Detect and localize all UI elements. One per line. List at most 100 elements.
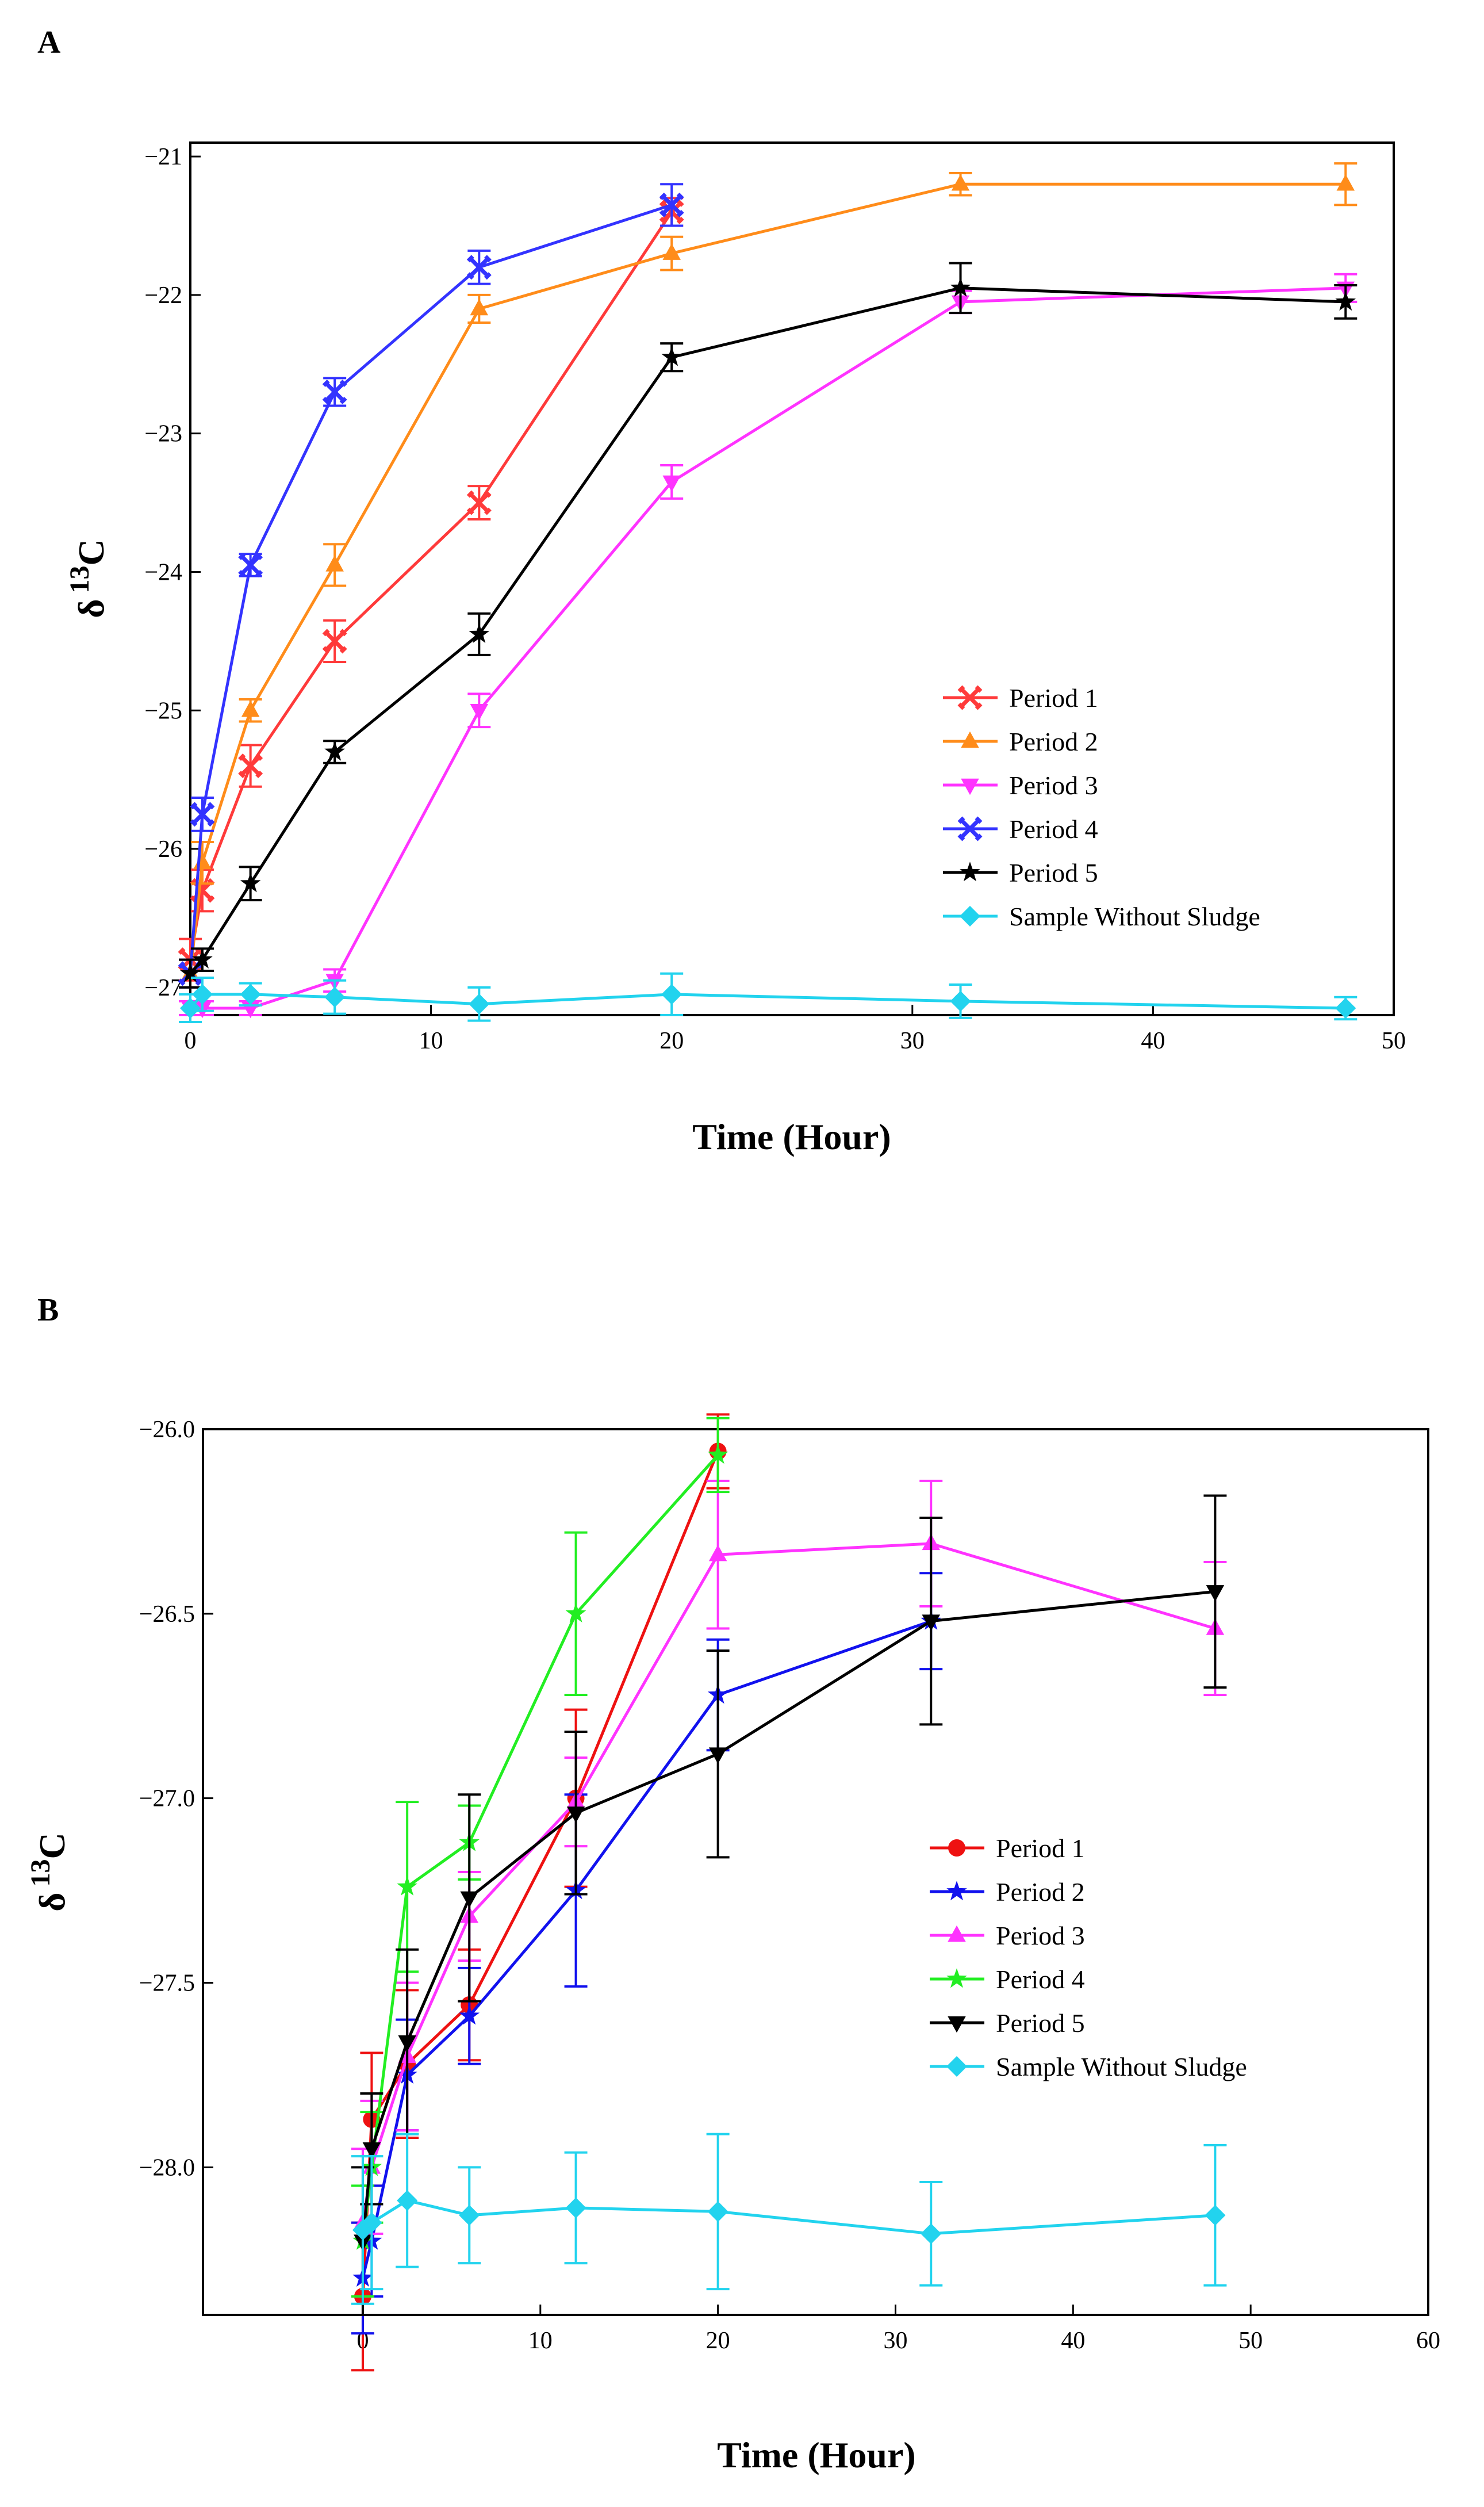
panel-a-y-axis-title: δ 13C xyxy=(64,539,112,618)
legend-label: Period 1 xyxy=(996,1834,1085,1863)
legend-item-sample-without-sludge: Sample Without Sludge xyxy=(943,902,1260,931)
data-point xyxy=(397,1876,417,1896)
panel-a-y-delta: δ xyxy=(71,599,112,618)
x-tick-label: 20 xyxy=(706,2328,730,2354)
data-point xyxy=(459,2005,480,2025)
legend-item-period-2: Period 2 xyxy=(930,1877,1085,1907)
series-period-5 xyxy=(351,1494,1227,2316)
panel-b-legend: Period 1 Period 2 Period 3 Period 4 Period 5… xyxy=(930,1834,1247,2081)
series-line-period-5 xyxy=(361,1590,1215,2241)
y-tick-label: −24 xyxy=(144,559,182,585)
data-point xyxy=(322,379,347,404)
data-point xyxy=(180,997,201,1019)
data-point xyxy=(707,2201,728,2222)
data-point xyxy=(190,878,215,903)
legend-item-period-4: Period 4 xyxy=(930,1965,1085,1994)
legend-marker xyxy=(961,778,979,795)
legend-label: Period 2 xyxy=(996,1877,1085,1907)
series-period-1 xyxy=(178,197,684,982)
panel-b-plot-frame xyxy=(202,1428,1429,2316)
x-tick-label: 10 xyxy=(528,2328,553,2354)
x-tick-label: 30 xyxy=(883,2328,907,2354)
data-point xyxy=(950,277,971,297)
data-point xyxy=(397,2190,418,2211)
data-point xyxy=(707,1444,728,1464)
panel-a-letter: A xyxy=(37,25,61,60)
series-period-5 xyxy=(179,262,1358,989)
data-point xyxy=(662,475,681,492)
data-point xyxy=(240,983,261,1005)
panel-a: A 0 10 20 30 40 50 −27 −26 −25 −24 −23 −22 −21 Perio… xyxy=(37,25,1406,1157)
panel-b-series xyxy=(351,1413,1227,2372)
y-tick-label: −27.5 xyxy=(139,1970,195,1997)
legend-marker xyxy=(957,685,983,710)
y-tick-label: −28.0 xyxy=(139,2154,195,2181)
series-line-period-2 xyxy=(189,182,1346,974)
series-line-period-4 xyxy=(189,204,672,974)
data-point xyxy=(466,255,492,280)
panel-b-y-sub: C xyxy=(32,1832,72,1859)
data-point xyxy=(362,2142,381,2159)
legend-label: Period 1 xyxy=(1009,683,1098,713)
legend-marker xyxy=(960,862,980,882)
series-line-period-4 xyxy=(361,1454,719,2241)
legend-label: Period 2 xyxy=(1009,727,1098,756)
x-tick-label: 60 xyxy=(1416,2328,1440,2354)
legend-item-sample-without-sludge: Sample Without Sludge xyxy=(930,2052,1247,2081)
data-point xyxy=(193,852,212,870)
legend-label: Period 5 xyxy=(996,2008,1085,2038)
series-line-sample-without-sludge xyxy=(189,993,1346,1010)
panel-b-x-axis-title: Time (Hour) xyxy=(717,2435,915,2475)
panel-a-legend: Period 1 Period 2 Period 3 Period 4 Period 5… xyxy=(943,683,1260,931)
legend-marker xyxy=(948,2016,966,2033)
data-point xyxy=(1336,174,1355,191)
panel-b-y-sup: 13 xyxy=(25,1859,56,1887)
y-tick-label: −26.5 xyxy=(139,1601,195,1628)
legend-label: Sample Without Sludge xyxy=(1009,902,1260,931)
legend-item-period-5: Period 5 xyxy=(930,2008,1085,2038)
data-point xyxy=(1335,997,1356,1019)
legend-label: Period 3 xyxy=(1009,771,1098,800)
data-point xyxy=(661,983,682,1005)
data-point xyxy=(322,629,347,654)
legend-label: Sample Without Sludge xyxy=(996,2052,1247,2081)
data-point xyxy=(325,555,344,572)
legend-marker xyxy=(946,1968,967,1988)
series-period-2 xyxy=(351,1572,943,2335)
legend-label: Period 3 xyxy=(996,1921,1085,1950)
legend-marker xyxy=(948,1925,966,1942)
data-point xyxy=(470,704,489,721)
y-tick-label: −26 xyxy=(144,836,182,863)
panel-b-y-delta: δ xyxy=(32,1893,72,1912)
y-tick-label: −21 xyxy=(144,144,182,170)
x-tick-label: 40 xyxy=(1141,1028,1165,1054)
data-point xyxy=(238,552,263,577)
legend-item-period-1: Period 1 xyxy=(943,683,1098,713)
series-line-period-1 xyxy=(189,211,673,960)
series-line-period-3 xyxy=(361,1542,1216,2223)
data-point xyxy=(708,1544,727,1561)
x-tick-label: 10 xyxy=(419,1028,443,1054)
panel-a-series xyxy=(178,162,1358,1024)
panel-a-plot-frame xyxy=(189,141,1395,1016)
legend-item-period-4: Period 4 xyxy=(943,814,1098,844)
panel-b-axes: 0 10 20 30 40 50 60−26.0−26.5−27.0−27.5−28.0 xyxy=(139,1417,1440,2354)
data-point xyxy=(241,701,260,717)
data-point xyxy=(240,872,261,893)
legend-item-period-5: Period 5 xyxy=(943,858,1098,887)
data-point xyxy=(922,1614,940,1631)
data-point xyxy=(565,2197,586,2218)
data-point xyxy=(361,2212,382,2233)
data-point xyxy=(470,298,489,316)
x-tick-label: 40 xyxy=(1061,2328,1085,2354)
legend-item-period-2: Period 2 xyxy=(943,727,1098,756)
data-point xyxy=(469,623,490,643)
data-point xyxy=(324,741,345,761)
y-tick-label: −27.0 xyxy=(139,1786,195,1812)
legend-marker xyxy=(948,1839,965,1857)
series-sample-without-sludge xyxy=(179,972,1358,1024)
x-tick-label: 30 xyxy=(900,1028,925,1054)
data-point xyxy=(398,2035,416,2052)
panel-a-x-axis-title: Time (Hour) xyxy=(692,1116,891,1157)
panel-a-y-sub: C xyxy=(71,539,112,565)
